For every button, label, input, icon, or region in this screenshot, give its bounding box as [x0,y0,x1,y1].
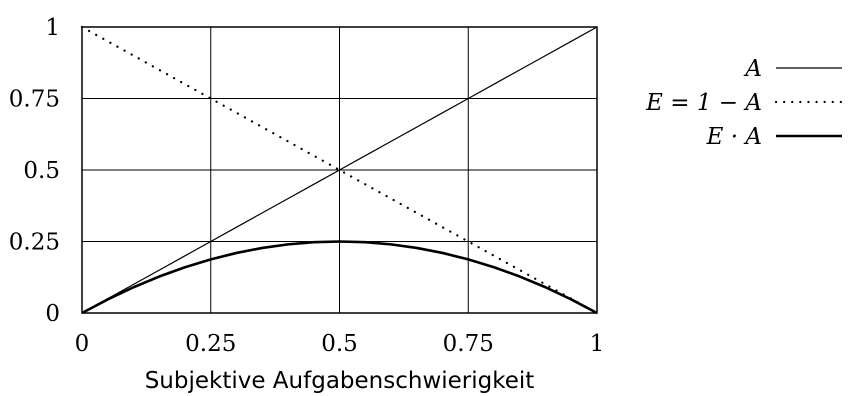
x-tick-label: 0.25 [185,331,236,357]
y-tick-label: 0.25 [9,230,60,256]
y-tick-label: 1 [45,15,60,41]
y-tick-label: 0.5 [23,158,60,184]
legend: A E = 1 − A E · A [645,56,844,150]
series-line-1 [81,26,598,314]
x-tick-label: 0 [75,331,90,357]
y-tick-label: 0 [45,301,60,327]
x-tick-label: 0.5 [321,331,358,357]
plot-frame [81,26,598,314]
legend-label: A [743,56,762,82]
legend-label: E = 1 − A [645,90,762,116]
x-tick-label: 1 [590,331,605,357]
series-line-2 [80,25,599,315]
x-tick-label: 0.75 [443,331,494,357]
y-tick-label: 0.75 [9,87,60,113]
x-axis-label: Subjektive Aufgabenschwierigkeit [145,368,535,394]
x-tick-labels: 0 0.25 0.5 0.75 1 [75,331,605,357]
series-line-3 [81,240,598,315]
series-layer [80,25,599,315]
legend-label: E · A [706,124,762,150]
y-tick-labels: 0 0.25 0.5 0.75 1 [9,15,60,327]
